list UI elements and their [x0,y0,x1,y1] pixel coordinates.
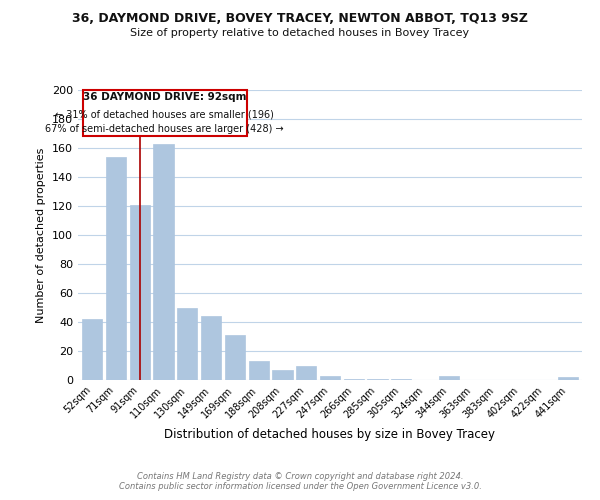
Bar [177,308,197,380]
Text: Size of property relative to detached houses in Bovey Tracey: Size of property relative to detached ho… [130,28,470,38]
Bar [82,319,103,380]
Text: 67% of semi-detached houses are larger (428) →: 67% of semi-detached houses are larger (… [46,124,284,134]
Bar [130,204,150,380]
Y-axis label: Number of detached properties: Number of detached properties [37,148,46,322]
Bar [154,144,173,380]
Bar [320,376,340,380]
Bar [439,376,459,380]
Bar [296,366,316,380]
X-axis label: Distribution of detached houses by size in Bovey Tracey: Distribution of detached houses by size … [164,428,496,441]
Bar [225,335,245,380]
Bar [557,377,578,380]
Bar [248,361,269,380]
Bar [106,156,126,380]
Bar [391,378,412,380]
Text: Contains HM Land Registry data © Crown copyright and database right 2024.: Contains HM Land Registry data © Crown c… [137,472,463,481]
Text: Contains public sector information licensed under the Open Government Licence v3: Contains public sector information licen… [119,482,481,491]
Bar [272,370,293,380]
Text: ← 31% of detached houses are smaller (196): ← 31% of detached houses are smaller (19… [55,109,274,119]
Text: 36, DAYMOND DRIVE, BOVEY TRACEY, NEWTON ABBOT, TQ13 9SZ: 36, DAYMOND DRIVE, BOVEY TRACEY, NEWTON … [72,12,528,26]
Bar [367,378,388,380]
Bar [344,378,364,380]
Text: 36 DAYMOND DRIVE: 92sqm: 36 DAYMOND DRIVE: 92sqm [83,92,247,102]
Bar [201,316,221,380]
